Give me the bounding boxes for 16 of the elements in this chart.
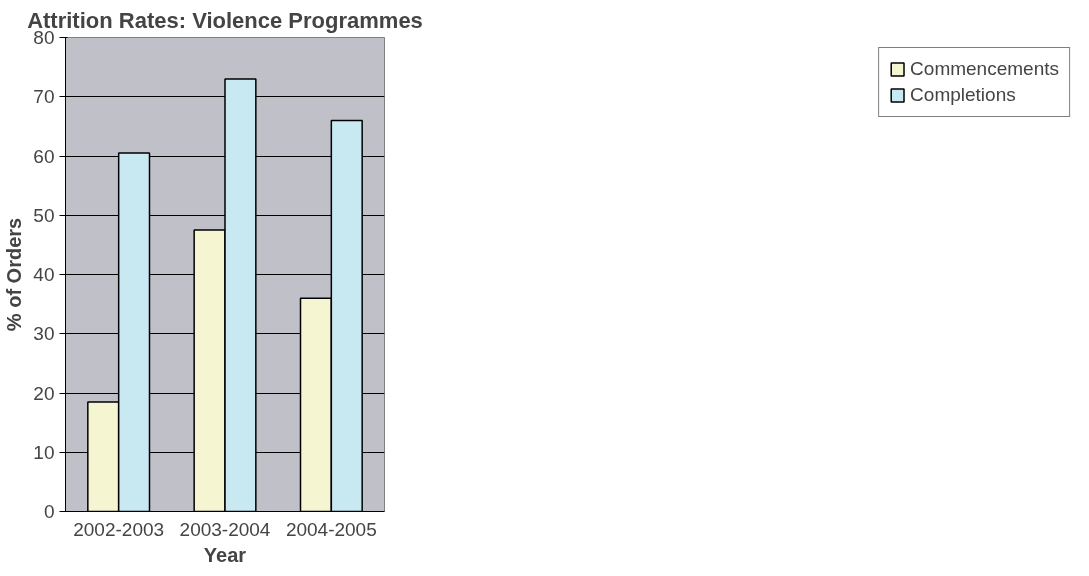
x-tick-label: 2002-2003 (73, 518, 165, 540)
x-axis-title: Year (203, 543, 247, 566)
x-tick-label: 2003-2004 (179, 518, 271, 540)
legend-label: Completions (910, 84, 1016, 106)
x-tick-label: 2004-2005 (285, 518, 377, 540)
legend-label: Commencements (910, 58, 1059, 80)
y-tick-label: 60 (33, 145, 55, 167)
y-tick-label: 70 (33, 86, 55, 108)
y-tick-label: 50 (33, 204, 55, 226)
y-tick-label: 10 (33, 441, 55, 463)
y-tick-label: 0 (43, 501, 55, 522)
y-tick-label: 40 (33, 264, 55, 285)
y-axis-title: % of Orders (3, 217, 26, 332)
y-tick-label: 20 (33, 382, 55, 404)
y-tick-label: 30 (33, 323, 55, 345)
y-tick-label: 80 (33, 27, 55, 48)
